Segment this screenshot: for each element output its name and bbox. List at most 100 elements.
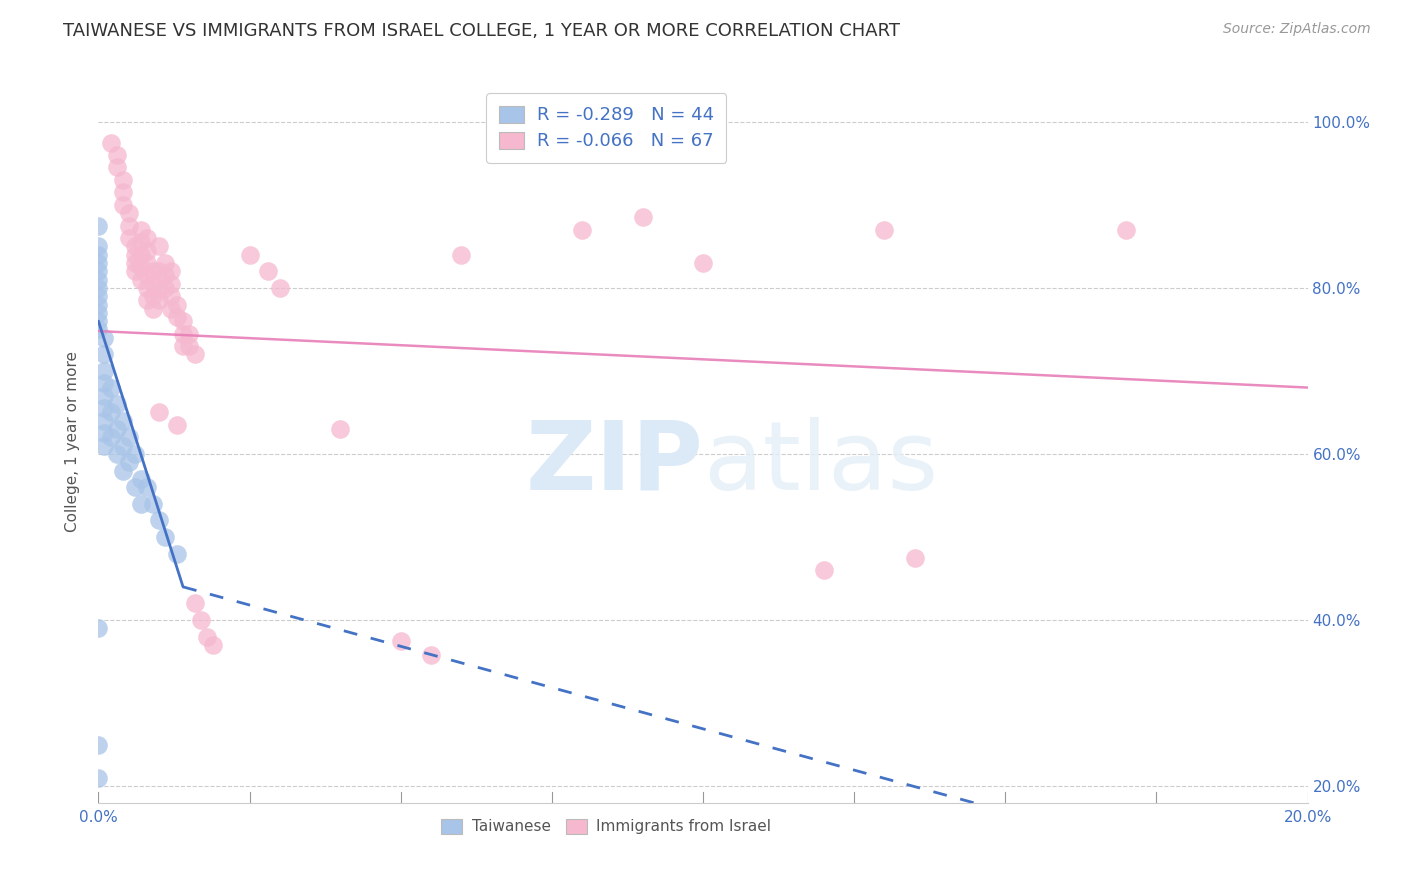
Point <box>142 277 165 291</box>
Point <box>142 264 165 278</box>
Point <box>129 223 152 237</box>
Point <box>124 239 146 253</box>
Point <box>160 301 183 316</box>
Point <box>124 480 146 494</box>
Point <box>87 219 110 233</box>
Point <box>87 289 110 303</box>
Point <box>111 414 134 428</box>
Point <box>105 422 128 436</box>
Point <box>124 248 146 262</box>
Point <box>124 447 146 461</box>
Point <box>148 281 170 295</box>
Point <box>118 231 141 245</box>
Point <box>172 326 194 341</box>
Point <box>195 630 218 644</box>
Point <box>166 417 188 432</box>
Point <box>129 235 152 250</box>
Point <box>87 771 110 785</box>
Point <box>93 414 115 428</box>
Point <box>135 244 157 258</box>
Point <box>190 613 212 627</box>
Point <box>420 648 443 662</box>
Point <box>142 497 165 511</box>
Point <box>100 136 122 150</box>
Point <box>100 405 122 419</box>
Point <box>87 272 110 286</box>
Point <box>166 547 188 561</box>
Point <box>148 239 170 253</box>
Point <box>129 272 152 286</box>
Point <box>93 376 115 391</box>
Text: atlas: atlas <box>703 417 938 509</box>
Point <box>87 314 110 328</box>
Point <box>105 148 128 162</box>
Point <box>166 297 188 311</box>
Point <box>631 211 654 225</box>
Point <box>153 530 176 544</box>
Text: TAIWANESE VS IMMIGRANTS FROM ISRAEL COLLEGE, 1 YEAR OR MORE CORRELATION CHART: TAIWANESE VS IMMIGRANTS FROM ISRAEL COLL… <box>63 22 900 40</box>
Point <box>100 380 122 394</box>
Point <box>111 439 134 453</box>
Point <box>93 401 115 416</box>
Point <box>118 206 141 220</box>
Point <box>153 281 176 295</box>
Point <box>450 248 472 262</box>
Point <box>135 268 157 283</box>
Point <box>87 297 110 311</box>
Point <box>166 310 188 324</box>
Point <box>87 738 110 752</box>
Point <box>135 281 157 295</box>
Point <box>148 405 170 419</box>
Point <box>571 223 593 237</box>
Point <box>111 198 134 212</box>
Point <box>111 186 134 200</box>
Point <box>87 281 110 295</box>
Point <box>160 264 183 278</box>
Point <box>135 231 157 245</box>
Point <box>160 289 183 303</box>
Point <box>135 293 157 308</box>
Point <box>148 513 170 527</box>
Point <box>124 264 146 278</box>
Point <box>135 480 157 494</box>
Point <box>118 455 141 469</box>
Point <box>93 347 115 361</box>
Text: ZIP: ZIP <box>524 417 703 509</box>
Point <box>105 447 128 461</box>
Point <box>87 239 110 253</box>
Point <box>87 306 110 320</box>
Point <box>129 248 152 262</box>
Point <box>124 256 146 270</box>
Point <box>87 256 110 270</box>
Point <box>239 248 262 262</box>
Point <box>389 633 412 648</box>
Point <box>813 563 835 577</box>
Point <box>142 301 165 316</box>
Point <box>105 161 128 175</box>
Point <box>184 597 207 611</box>
Point <box>87 248 110 262</box>
Point <box>256 264 278 278</box>
Point <box>129 260 152 274</box>
Point <box>135 256 157 270</box>
Point <box>111 464 134 478</box>
Point <box>160 277 183 291</box>
Point <box>904 550 927 565</box>
Point <box>93 426 115 441</box>
Point <box>329 422 352 436</box>
Legend: Taiwanese, Immigrants from Israel: Taiwanese, Immigrants from Israel <box>433 812 779 842</box>
Point <box>148 264 170 278</box>
Point <box>172 339 194 353</box>
Point <box>142 289 165 303</box>
Point <box>153 256 176 270</box>
Point <box>184 347 207 361</box>
Point <box>873 223 896 237</box>
Point <box>153 268 176 283</box>
Y-axis label: College, 1 year or more: College, 1 year or more <box>65 351 80 532</box>
Point <box>118 430 141 444</box>
Point <box>87 621 110 635</box>
Point <box>100 430 122 444</box>
Point <box>118 219 141 233</box>
Point <box>172 314 194 328</box>
Point <box>87 322 110 336</box>
